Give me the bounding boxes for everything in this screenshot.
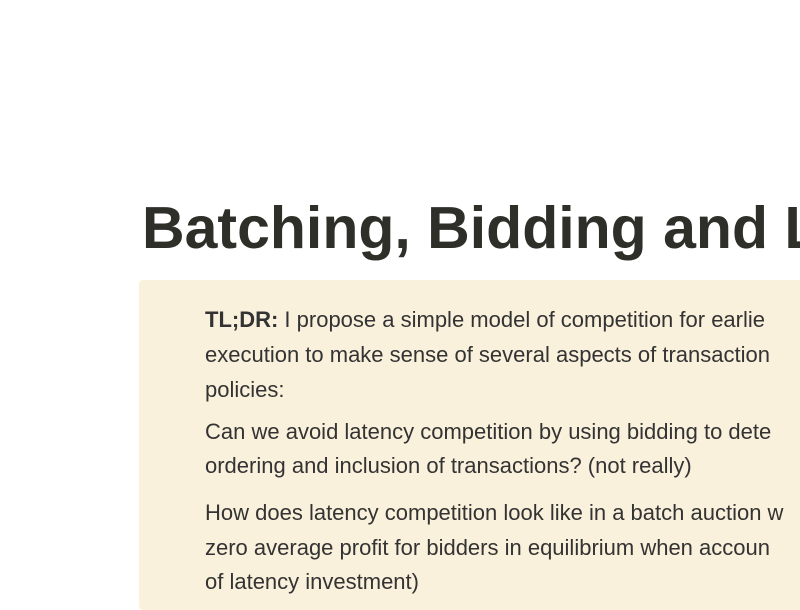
- paragraph-line: of latency investment): [205, 569, 419, 594]
- summary-line: policies:: [205, 377, 285, 402]
- paragraph-line: How does latency competition look like i…: [205, 500, 784, 525]
- summary-label: TL;DR:: [205, 307, 279, 332]
- summary-text: I propose a simple model of competition …: [278, 307, 765, 332]
- paragraph-line: zero average profit for bidders in equil…: [205, 535, 770, 560]
- post-title: Batching, Bidding and L: [142, 195, 800, 261]
- summary-box: TL;DR: I propose a simple model of compe…: [139, 280, 800, 610]
- summary-line: TL;DR: I propose a simple model of compe…: [205, 303, 765, 337]
- summary-line: execution to make sense of several aspec…: [205, 342, 770, 367]
- paragraph-line: Can we avoid latency competition by usin…: [205, 419, 772, 444]
- paragraph-line: ordering and inclusion of transactions? …: [205, 453, 692, 478]
